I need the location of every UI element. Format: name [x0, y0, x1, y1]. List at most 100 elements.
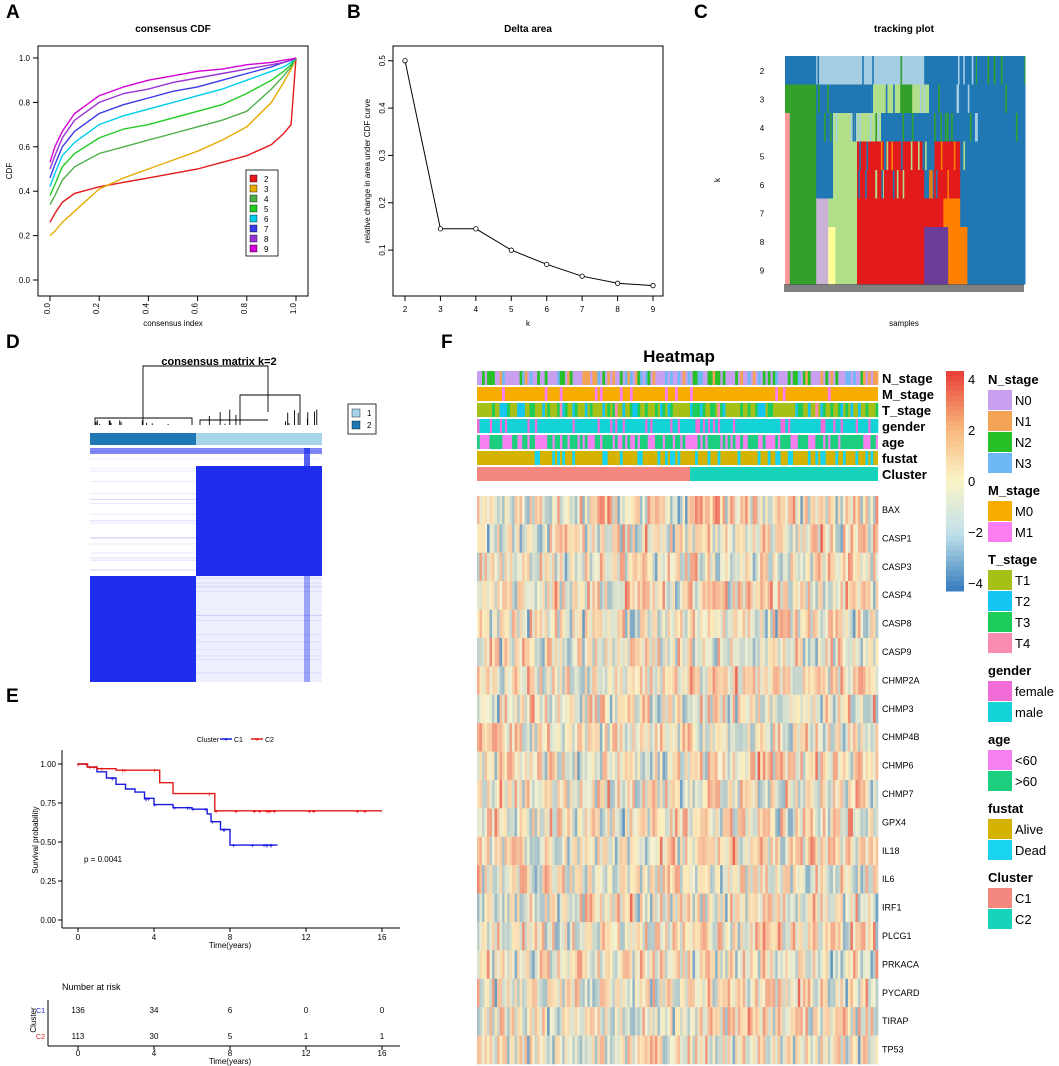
track-streak [923, 84, 926, 113]
heatmap-cell [875, 552, 879, 582]
heatmap-cell [562, 666, 566, 696]
heatmap-cell [710, 552, 713, 582]
heatmap-cell [567, 666, 571, 696]
annotation-cell-gender [795, 419, 799, 433]
heatmap-cell [527, 581, 530, 610]
heatmap-cell [542, 723, 545, 752]
legend-label-male: male [1015, 705, 1043, 720]
heatmap-cell [669, 609, 673, 639]
heatmap-cell [695, 723, 698, 752]
heatmap-cell [782, 723, 786, 752]
heatmap-cell [514, 893, 518, 923]
heatmap-cell [787, 1035, 791, 1065]
heatmap-cell [637, 893, 641, 923]
track-streak [918, 141, 920, 170]
heatmap-cell [735, 723, 738, 752]
heatmap-cell [652, 609, 656, 639]
annotation-cell-N_stage [584, 371, 588, 385]
track-block-k7 [924, 198, 944, 228]
heatmap-cell [715, 836, 718, 866]
heatmap-cell [875, 496, 879, 525]
heatmap-cell [692, 780, 696, 809]
heatmap-cell [502, 836, 505, 866]
heatmap-cell [647, 950, 651, 980]
heatmap-cell [574, 666, 578, 696]
track-streak [1011, 84, 1014, 113]
heatmap-cell [715, 496, 718, 525]
heatmap-cell [672, 1007, 676, 1036]
annotation-cell-age [557, 435, 561, 449]
legend-label-female: female [1015, 684, 1054, 699]
heatmap-cell [780, 1035, 784, 1065]
risk-count-C1: 0 [304, 1006, 309, 1015]
heatmap-cell [529, 1035, 533, 1065]
heatmap-cell [822, 751, 826, 781]
heatmap-cell [479, 808, 483, 838]
heatmap-cell [589, 552, 593, 582]
heatmap-cell [685, 751, 688, 781]
heatmap-cell [567, 922, 571, 951]
heatmap-cell [667, 609, 671, 639]
heatmap-cell [514, 638, 518, 667]
heatmap-cell [509, 893, 513, 923]
heatmap-cell [845, 1035, 849, 1065]
colorbar-segment [946, 436, 964, 442]
legend-swatch-5 [249, 204, 258, 213]
annotation-cell-age [740, 435, 743, 449]
heatmap-cell [765, 780, 769, 809]
heatmap-cell [695, 808, 698, 838]
heatmap-cell [780, 581, 784, 610]
heatmap-cell [634, 552, 638, 582]
heatmap-cell [762, 922, 766, 951]
heatmap-cell [852, 609, 856, 639]
series-line-4 [49, 57, 297, 205]
heatmap-cell [825, 865, 829, 894]
gene-label-IL18: IL18 [882, 846, 900, 856]
matrix-noise [90, 499, 322, 500]
heatmap-cell [810, 609, 814, 639]
heatmap-cell [807, 524, 811, 554]
heatmap-cell [552, 524, 555, 554]
annotation-cell-T_stage [760, 403, 764, 417]
heatmap-cell [677, 524, 681, 554]
heatmap-cell [674, 751, 678, 781]
heatmap-cell [782, 1007, 786, 1036]
heatmap-cell [657, 694, 661, 724]
series-line-6 [49, 57, 297, 188]
heatmap-cell [810, 836, 814, 866]
heatmap-cell [584, 751, 588, 781]
heatmap-cell [559, 893, 563, 923]
heatmap-cell [677, 751, 681, 781]
heatmap-cell [702, 638, 706, 667]
heatmap-cell [482, 1035, 485, 1065]
heatmap-cell [592, 950, 596, 980]
heatmap-cell [855, 751, 859, 781]
annotation-cell-T_stage [614, 403, 618, 417]
annotation-cell-N_stage [752, 371, 756, 385]
heatmap-cell [762, 638, 766, 667]
heatmap-cell [489, 666, 493, 696]
heatmap-cell [840, 978, 844, 1008]
annotation-cell-age [644, 435, 648, 449]
heatmap-cell [775, 780, 779, 809]
heatmap-cell [484, 1035, 488, 1065]
heatmap-cell [674, 666, 678, 696]
heatmap-cell [805, 922, 809, 951]
heatmap-cell [825, 638, 829, 667]
heatmap-cell [715, 751, 718, 781]
heatmap-cell [767, 723, 771, 752]
heatmap-cell [524, 1035, 528, 1065]
heatmap-cell [672, 893, 676, 923]
heatmap-cell [745, 1035, 748, 1065]
heatmap-cell [487, 496, 490, 525]
heatmap-cell [647, 581, 651, 610]
heatmap-cell [702, 978, 706, 1008]
heatmap-cell [644, 1007, 648, 1036]
heatmap-cell [865, 978, 869, 1008]
heatmap-cell [604, 524, 608, 554]
heatmap-cell [477, 1035, 480, 1065]
annotation-cell-N_stage [820, 371, 824, 385]
heatmap-cell [840, 666, 844, 696]
heatmap-cell [720, 666, 723, 696]
heatmap-cell [842, 893, 846, 923]
